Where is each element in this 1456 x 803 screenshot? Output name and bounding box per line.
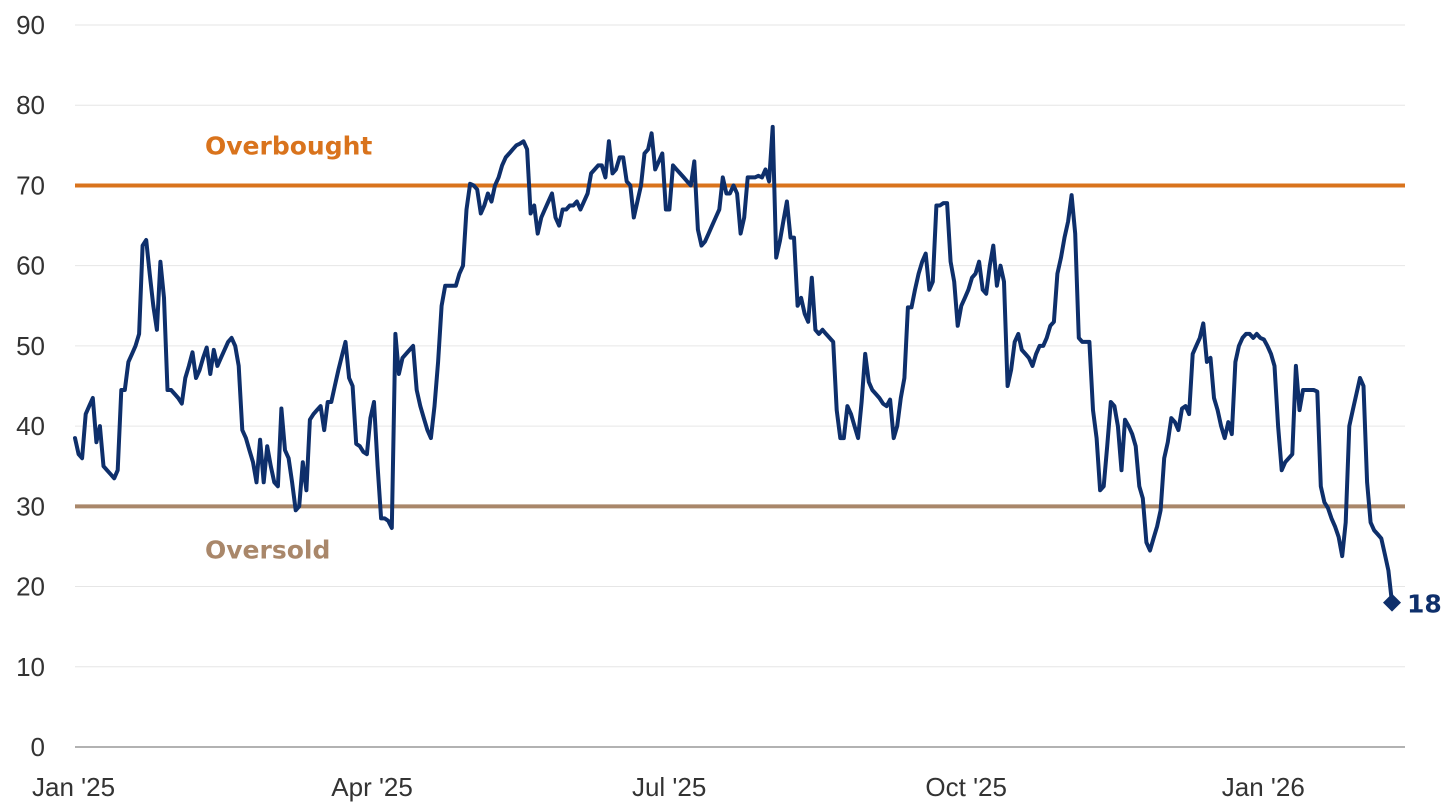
y-tick-label: 50: [16, 331, 45, 361]
end-value-label: 18: [1407, 590, 1442, 619]
y-tick-label: 40: [16, 411, 45, 441]
reference-label-oversold: Oversold: [205, 535, 330, 564]
y-tick-label: 0: [31, 732, 45, 762]
x-tick-label: Jan '25: [32, 772, 115, 802]
y-tick-label: 20: [16, 572, 45, 602]
y-tick-label: 60: [16, 251, 45, 281]
y-tick-label: 90: [16, 10, 45, 40]
x-tick-label: Oct '25: [925, 772, 1007, 802]
y-tick-label: 70: [16, 170, 45, 200]
reference-label-overbought: Overbought: [205, 131, 372, 160]
y-tick-label: 10: [16, 652, 45, 682]
annotations: 18: [1383, 590, 1442, 619]
y-tick-label: 30: [16, 491, 45, 521]
end-point-marker: [1383, 593, 1401, 612]
x-tick-label: Jul '25: [632, 772, 706, 802]
x-tick-label: Jan '26: [1222, 772, 1305, 802]
y-axis-ticks: 0 10 20 30 40 50 60 70 80 90: [16, 10, 45, 762]
series-line: [73, 124, 1394, 605]
series-layer: [73, 124, 1394, 605]
y-tick-label: 80: [16, 90, 45, 120]
x-axis-ticks: Jan '25 Apr '25 Jul '25 Oct '25 Jan '26: [32, 772, 1305, 802]
x-tick-label: Apr '25: [331, 772, 413, 802]
